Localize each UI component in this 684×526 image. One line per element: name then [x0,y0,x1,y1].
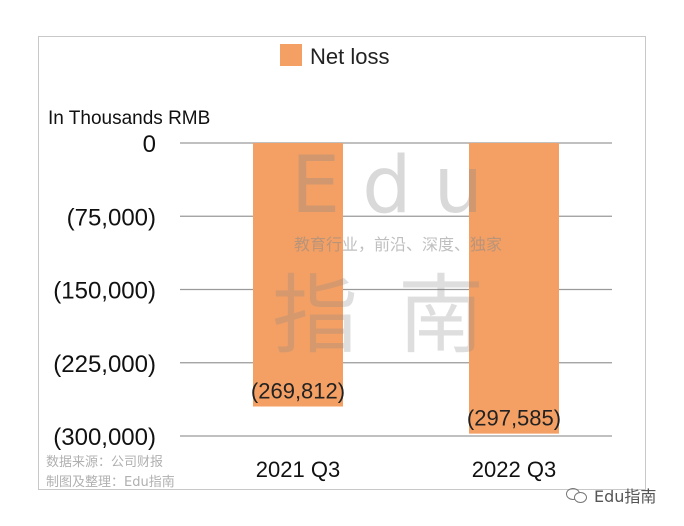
source-note-line1: 数据来源：公司财报 [46,455,164,470]
brand-badge: Edu指南 [566,483,656,507]
bar [469,143,559,434]
source-note-line2: 制图及整理：Edu指南 [46,475,175,490]
bar [253,143,343,407]
y-tick-label: (75,000) [67,204,156,231]
data-label: (297,585) [467,406,561,431]
y-tick-label: (150,000) [53,278,156,305]
watermark-chinese: 指南 [272,266,524,366]
x-category-label: 2021 Q3 [256,457,340,482]
brand-label: Edu指南 [594,487,657,506]
legend-label: Net loss [310,44,389,69]
wechat-icon [566,487,588,503]
data-label: (269,812) [251,379,345,404]
x-category-label: 2022 Q3 [472,457,556,482]
y-tick-label: (300,000) [53,424,156,451]
y-axis-label: In Thousands RMB [48,108,210,129]
chart-frame [38,36,646,490]
watermark-tagline: 教育行业，前沿、深度、独家 [294,235,502,254]
legend-swatch [280,44,302,66]
y-tick-label: 0 [143,131,156,158]
y-tick-label: (225,000) [53,351,156,378]
watermark-latin: Edu [291,141,505,231]
